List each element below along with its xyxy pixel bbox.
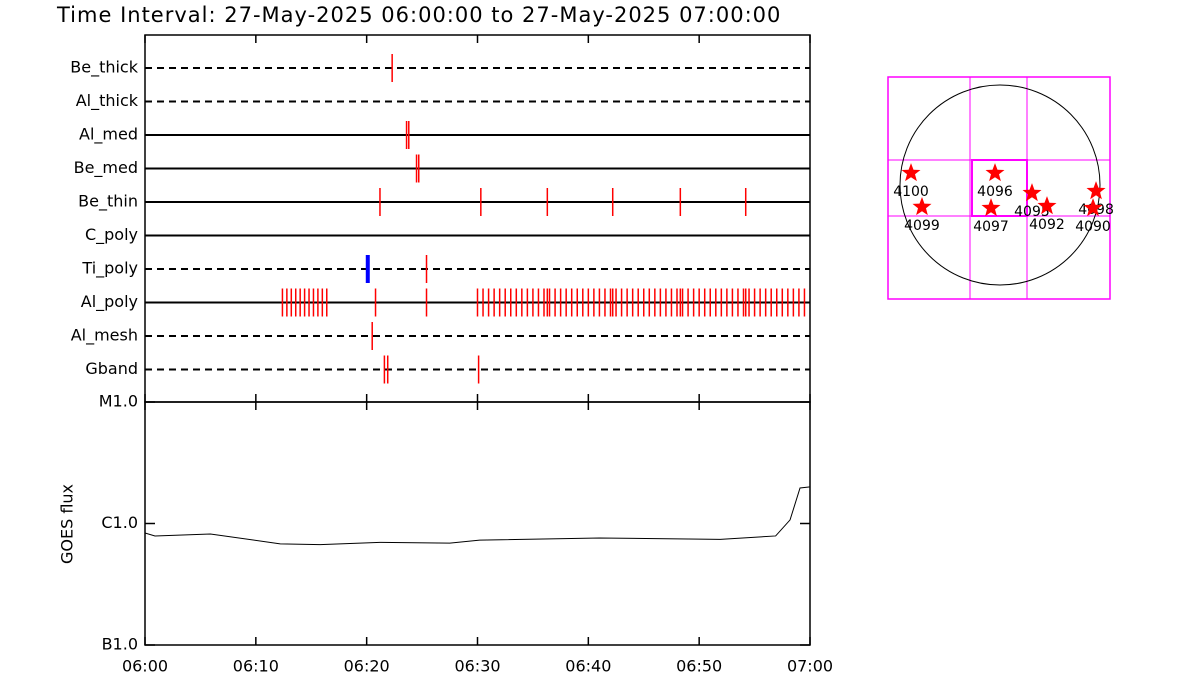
- active-region: [912, 197, 932, 216]
- x-tick-label: 06:10: [233, 657, 279, 676]
- x-tick-label: 07:00: [787, 657, 833, 676]
- active-region: [1022, 183, 1042, 202]
- region-label: 4100: [893, 184, 929, 200]
- row-label: Be_thin: [78, 192, 138, 212]
- fov-box: [887, 76, 1111, 300]
- y-axis-label: GOES flux: [58, 484, 77, 564]
- active-region: [901, 163, 921, 182]
- region-label: 4096: [977, 184, 1013, 200]
- active-region: [1037, 196, 1057, 215]
- x-tick-label: 06:00: [122, 657, 168, 676]
- solar-limb: [899, 84, 1101, 286]
- row-label: Gband: [85, 359, 138, 378]
- row-label: Al_poly: [81, 292, 138, 312]
- x-tick-label: 06:50: [676, 657, 722, 676]
- active-region: [1086, 181, 1106, 200]
- x-tick-label: 06:30: [454, 657, 500, 676]
- row-label: Be_med: [74, 158, 138, 178]
- x-tick-label: 06:40: [565, 657, 611, 676]
- active-region: [985, 163, 1005, 182]
- row-label: Be_thick: [70, 58, 138, 78]
- fov-box: [971, 159, 1028, 217]
- region-label: 4090: [1075, 219, 1111, 235]
- x-tick-label: 06:20: [344, 657, 390, 676]
- goes-line: [144, 486, 811, 546]
- row-label: Al_mesh: [71, 326, 138, 346]
- active-region: [1083, 198, 1103, 217]
- region-label: 4097: [973, 219, 1009, 235]
- y-tick-label: M1.0: [99, 392, 138, 411]
- region-label: 4092: [1029, 217, 1065, 233]
- sun-map: [887, 76, 1111, 300]
- active-region: [981, 198, 1001, 217]
- region-label: 4095: [1014, 204, 1050, 220]
- row-label: C_poly: [85, 225, 138, 245]
- region-label: 4099: [904, 218, 940, 234]
- row-label: Al_thick: [76, 91, 139, 111]
- chart-title: Time Interval: 27-May-2025 06:00:00 to 2…: [56, 3, 781, 27]
- y-tick-label: B1.0: [102, 635, 138, 654]
- y-tick-label: C1.0: [101, 513, 138, 532]
- row-label: Al_med: [79, 125, 138, 145]
- row-label: Ti_poly: [81, 259, 138, 279]
